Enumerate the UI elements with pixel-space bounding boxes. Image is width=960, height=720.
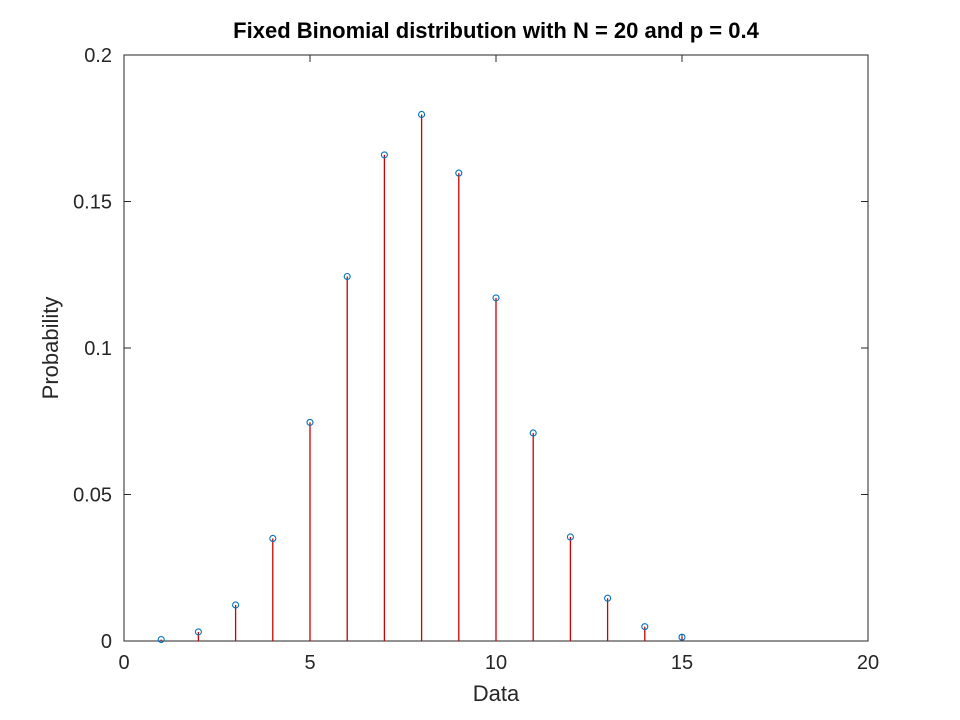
stem-marker	[604, 594, 612, 602]
x-tick-label: 0	[118, 652, 129, 674]
stem-marker	[566, 533, 574, 541]
stem-marker	[492, 294, 500, 302]
stem-marker	[455, 169, 463, 177]
x-tick-label: 5	[304, 652, 315, 674]
stem-marker	[157, 635, 165, 644]
y-tick-label: 0.15	[73, 192, 112, 214]
y-tick-label: 0.2	[84, 45, 112, 67]
chart-title: Fixed Binomial distribution with N = 20 …	[233, 18, 759, 43]
stem-marker	[529, 429, 537, 437]
x-axis-label: Data	[473, 681, 520, 706]
stem-marker	[678, 633, 686, 641]
stem-marker	[194, 628, 202, 636]
y-tick-label: 0.1	[84, 338, 112, 360]
stem-marker	[232, 601, 240, 609]
stem-marker	[418, 110, 426, 119]
x-tick-label: 10	[485, 652, 507, 674]
y-axis-label: Probability	[38, 297, 63, 400]
plot-area: 0 5 10 15 20 0 0.05 0.1 0.15 0.2	[73, 45, 879, 674]
stem-marker	[306, 418, 314, 426]
y-tick-label: 0.05	[73, 485, 112, 507]
x-tick-label: 20	[857, 652, 879, 674]
x-tick-label: 15	[671, 652, 693, 674]
stem-marker	[641, 623, 649, 631]
stem-marker	[380, 151, 388, 159]
y-tick-label: 0	[101, 631, 112, 653]
stem-marker	[269, 534, 277, 543]
stem-marker	[343, 272, 351, 281]
